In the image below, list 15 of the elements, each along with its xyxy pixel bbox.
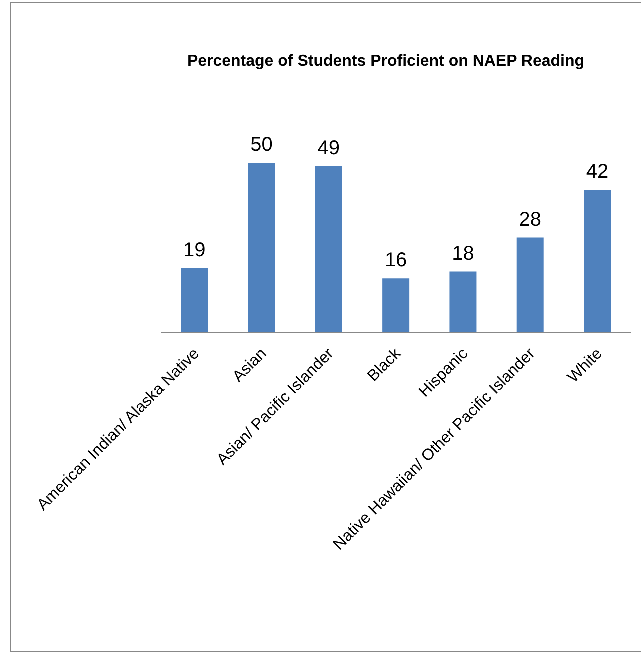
bar <box>315 166 342 333</box>
data-label: 19 <box>184 239 206 262</box>
bar <box>516 238 544 333</box>
bar <box>382 278 410 333</box>
data-label: 28 <box>519 208 542 231</box>
data-label: 50 <box>250 134 273 156</box>
bar <box>450 272 477 333</box>
bar <box>584 190 611 333</box>
data-label: 16 <box>384 250 408 272</box>
bar <box>248 163 276 333</box>
data-label: 49 <box>318 137 340 160</box>
chart-title: Percentage of Students Proficient on NAEP Reading <box>186 53 586 71</box>
data-label: 18 <box>452 242 474 265</box>
data-label: 42 <box>586 161 609 184</box>
bar <box>181 268 208 333</box>
